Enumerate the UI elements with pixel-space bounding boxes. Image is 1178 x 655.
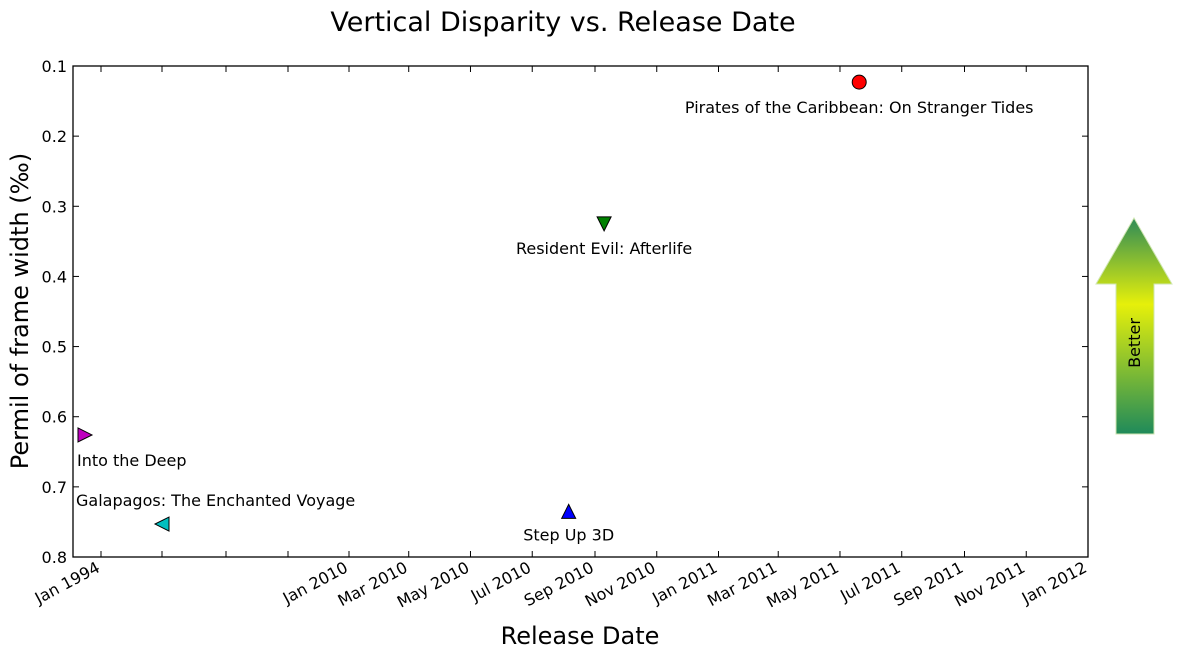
x-tick-label: Nov 2010 xyxy=(582,558,659,611)
better-arrow: Better xyxy=(1095,216,1173,435)
y-tick-label: 0.5 xyxy=(42,338,67,357)
points: Pirates of the Caribbean: On Stranger Ti… xyxy=(76,74,1034,544)
y-tick-label: 0.2 xyxy=(42,127,67,146)
x-axis-label: Release Date xyxy=(501,622,660,650)
better-arrow-shape xyxy=(1095,216,1173,435)
data-point xyxy=(851,74,867,90)
data-point xyxy=(560,503,577,519)
x-tick-label: Jan 2012 xyxy=(1018,558,1090,608)
y-tick-label: 0.3 xyxy=(42,197,67,216)
y-tick-label: 0.4 xyxy=(42,267,67,286)
plot-frame xyxy=(72,65,1089,558)
y-tick-label: 0.7 xyxy=(42,478,67,497)
better-arrow-label: Better xyxy=(1125,318,1144,368)
point-label: Step Up 3D xyxy=(523,525,614,544)
y-axis-label: Permil of frame width (‰) xyxy=(6,153,34,469)
y-axis: 0.1 0.2 0.3 0.4 0.5 0.6 0.7 0.8 xyxy=(42,57,1088,567)
data-point xyxy=(153,516,170,532)
x-tick-label: Nov 2011 xyxy=(951,558,1028,611)
y-tick-label: 0.8 xyxy=(42,548,67,567)
point-label: Into the Deep xyxy=(77,451,187,470)
y-tick-label: 0.6 xyxy=(42,408,67,427)
data-point xyxy=(77,427,94,443)
chart-title: Vertical Disparity vs. Release Date xyxy=(330,7,795,38)
data-point xyxy=(596,216,612,232)
point-label: Galapagos: The Enchanted Voyage xyxy=(76,491,355,510)
y-tick-label: 0.1 xyxy=(42,57,67,76)
point-label: Resident Evil: Afterlife xyxy=(516,239,692,258)
point-label: Pirates of the Caribbean: On Stranger Ti… xyxy=(685,98,1034,117)
